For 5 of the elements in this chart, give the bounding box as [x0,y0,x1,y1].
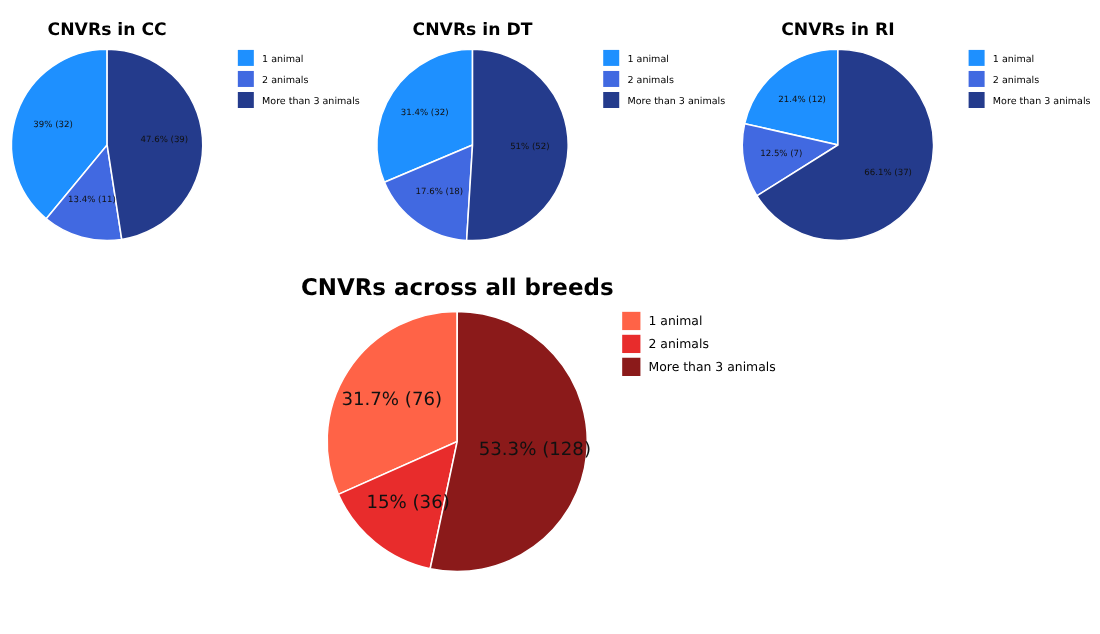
data-label: 31.7% (76) [341,390,443,411]
chart-title: CNVRs in RI [781,20,895,41]
chart-title: CNVRs across all breeds [300,272,614,301]
chart-title: CNVRs in DT [412,20,533,41]
chart-title: CNVRs in CC [47,20,167,41]
